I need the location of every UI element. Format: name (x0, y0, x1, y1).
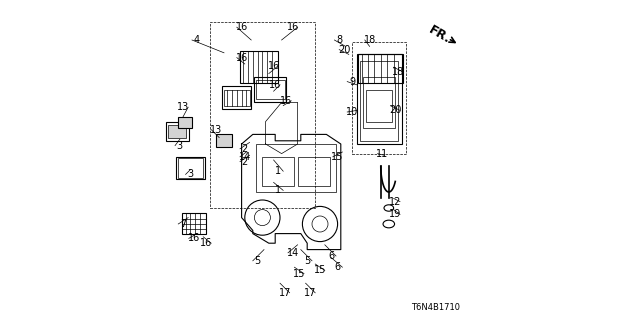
Bar (352, 42, 406, 154)
Text: 14: 14 (287, 248, 299, 258)
Bar (357, 54, 402, 144)
Text: 5: 5 (304, 256, 310, 266)
Bar (178, 117, 192, 128)
Text: 3: 3 (177, 140, 183, 151)
Bar (210, 22, 315, 208)
Text: FR.: FR. (427, 24, 453, 47)
Bar (168, 125, 186, 138)
Text: 15: 15 (293, 268, 305, 279)
Bar (256, 80, 285, 99)
Text: 12: 12 (389, 196, 401, 207)
Bar (254, 77, 287, 102)
Bar (224, 90, 250, 106)
Bar (216, 134, 232, 147)
Bar (182, 213, 206, 234)
Bar (298, 157, 330, 186)
Bar (176, 157, 205, 179)
Bar (364, 77, 396, 128)
Text: 11: 11 (376, 148, 388, 159)
Text: 9: 9 (349, 76, 355, 87)
Text: 16: 16 (200, 238, 212, 248)
Text: 2: 2 (242, 144, 248, 154)
Text: 8: 8 (336, 35, 342, 45)
Text: 1: 1 (275, 166, 282, 176)
Bar (360, 61, 398, 141)
Text: 3: 3 (188, 169, 193, 180)
Text: 16: 16 (236, 52, 248, 63)
Text: 10: 10 (346, 107, 358, 117)
Bar (223, 86, 252, 109)
Text: 16: 16 (236, 22, 248, 32)
Bar (262, 157, 294, 186)
Text: 18: 18 (364, 35, 376, 45)
Text: 17: 17 (278, 288, 291, 298)
Bar (358, 54, 403, 83)
Bar (166, 122, 189, 141)
Bar (178, 158, 204, 178)
Text: 5: 5 (255, 256, 260, 266)
Text: 16: 16 (188, 233, 200, 244)
Text: T6N4B1710: T6N4B1710 (411, 303, 460, 312)
Text: 6: 6 (328, 251, 334, 261)
Text: 16: 16 (280, 96, 292, 106)
Text: 1: 1 (275, 185, 282, 196)
Text: 16: 16 (269, 80, 282, 90)
Bar (256, 144, 336, 192)
Text: 16: 16 (287, 22, 299, 32)
Text: 4: 4 (194, 35, 200, 45)
Bar (240, 51, 278, 83)
Text: 2: 2 (242, 156, 248, 167)
Text: 20: 20 (389, 105, 401, 116)
Text: 7: 7 (180, 219, 186, 229)
Text: 6: 6 (335, 262, 340, 272)
Text: 15: 15 (314, 265, 326, 276)
Text: 16: 16 (268, 60, 280, 71)
Text: 17: 17 (304, 288, 317, 298)
Text: 19: 19 (389, 209, 401, 220)
Text: 15: 15 (332, 152, 344, 162)
Text: 13: 13 (210, 124, 222, 135)
Text: 20: 20 (338, 44, 350, 55)
Text: 13: 13 (177, 102, 189, 112)
Text: 14: 14 (239, 152, 251, 162)
Text: 18: 18 (392, 67, 404, 77)
Bar (366, 90, 392, 122)
